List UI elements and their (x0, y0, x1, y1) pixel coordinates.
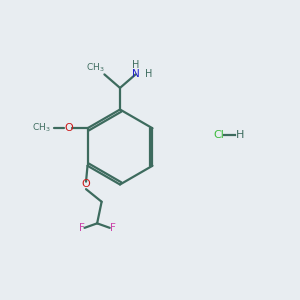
Text: CH$_3$: CH$_3$ (86, 61, 104, 74)
Text: H: H (132, 60, 139, 70)
Text: Cl: Cl (213, 130, 224, 140)
Text: F: F (79, 223, 85, 233)
Text: N: N (132, 69, 140, 80)
Text: F: F (110, 223, 116, 233)
Text: H: H (236, 130, 244, 140)
Text: CH$_3$: CH$_3$ (32, 122, 51, 134)
Text: H: H (145, 69, 153, 80)
Text: O: O (64, 123, 73, 133)
Text: O: O (82, 179, 90, 189)
